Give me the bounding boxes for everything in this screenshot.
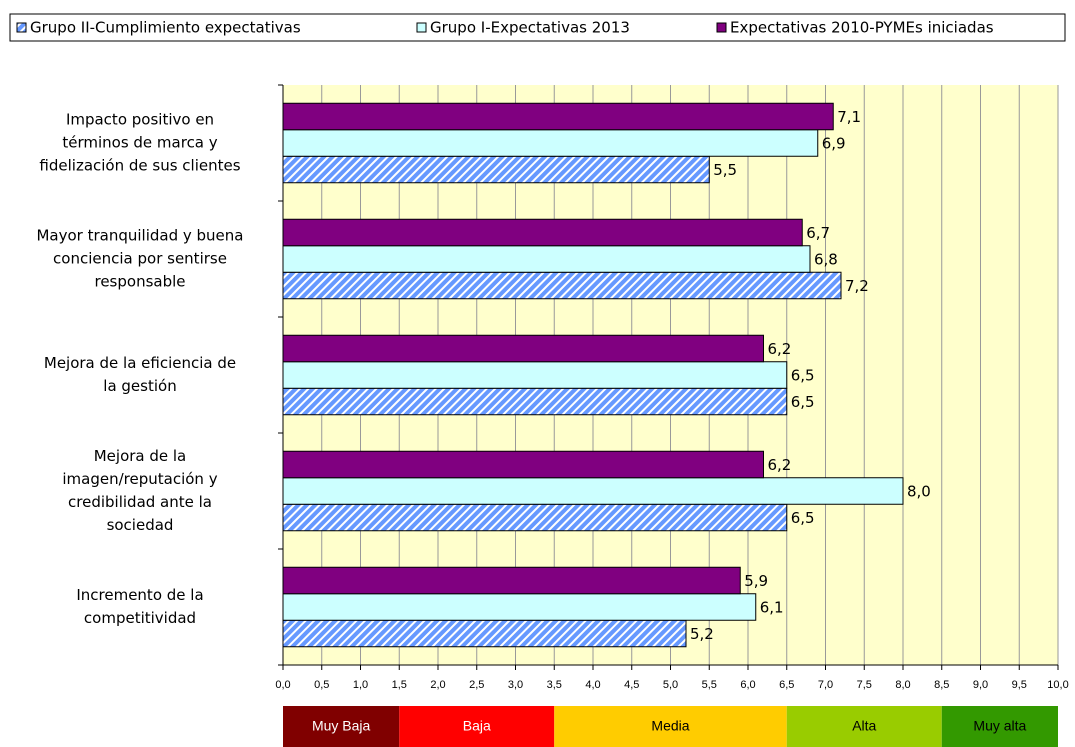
scale-band-label: Media	[651, 718, 689, 734]
x-tick-label: 9,0	[973, 679, 988, 691]
x-tick-label: 0,0	[275, 679, 290, 691]
scale-band	[786, 706, 942, 747]
category-label: Mejora de la eficiencia de	[44, 354, 236, 372]
scale-band-label: Baja	[463, 718, 491, 734]
category-label: imagen/reputación y	[62, 470, 217, 488]
category-label: términos de marca y	[62, 134, 217, 152]
bar	[282, 503, 788, 532]
x-tick-label: 3,5	[547, 679, 562, 691]
scale-band	[283, 706, 400, 747]
value-label: 6,8	[814, 251, 838, 269]
category-label: Mejora de la	[94, 447, 187, 465]
x-tick-label: 1,5	[392, 679, 407, 691]
x-tick-label: 6,0	[740, 679, 755, 691]
category-label: credibilidad ante la	[68, 493, 212, 511]
category-label: responsable	[94, 273, 185, 291]
scale-band-label: Muy Baja	[312, 718, 371, 734]
legend-swatch	[16, 22, 27, 33]
x-tick-label: 7,0	[818, 679, 833, 691]
value-label: 6,9	[822, 135, 846, 153]
value-label: 6,5	[791, 509, 815, 527]
value-label: 6,7	[806, 224, 830, 242]
value-label: 5,9	[744, 572, 768, 590]
category-label: Incremento de la	[76, 586, 203, 604]
legend-box	[9, 13, 1066, 42]
scale-band-label: Alta	[852, 718, 876, 734]
bar	[282, 129, 819, 157]
x-tick-label: 6,5	[779, 679, 794, 691]
bar	[282, 245, 811, 273]
value-label: 6,5	[791, 367, 815, 385]
bar	[282, 477, 904, 505]
scale-band	[554, 706, 787, 747]
legend-swatch	[416, 22, 427, 33]
bar	[282, 218, 803, 247]
category-label: la gestión	[103, 377, 176, 395]
bar	[282, 102, 834, 131]
value-label: 8,0	[907, 483, 931, 501]
category-label: conciencia por sentirse	[53, 250, 227, 268]
value-label: 5,2	[690, 625, 714, 643]
x-tick-label: 3,0	[508, 679, 523, 691]
category-label: Impacto positivo en	[66, 111, 214, 129]
value-label: 5,5	[713, 161, 737, 179]
value-label: 6,2	[768, 456, 792, 474]
value-label: 6,5	[791, 393, 815, 411]
legend-label: Expectativas 2010-PYMEs iniciadas	[730, 19, 994, 37]
legend-label: Grupo II-Cumplimiento expectativas	[30, 19, 301, 37]
legend-label: Grupo I-Expectativas 2013	[430, 19, 630, 37]
x-tick-label: 5,5	[702, 679, 717, 691]
legend-swatch	[716, 22, 727, 33]
x-tick-label: 4,5	[624, 679, 639, 691]
bar	[282, 361, 788, 389]
value-label: 6,1	[760, 599, 784, 617]
category-label: competitividad	[84, 609, 196, 627]
category-label: fidelización de sus clientes	[39, 157, 240, 175]
x-tick-label: 7,5	[857, 679, 872, 691]
x-tick-label: 2,5	[469, 679, 484, 691]
scale-band	[941, 706, 1058, 747]
category-label: sociedad	[107, 516, 174, 534]
x-tick-label: 4,0	[585, 679, 600, 691]
bar	[282, 271, 842, 300]
value-label: 6,2	[768, 340, 792, 358]
x-tick-label: 8,0	[895, 679, 910, 691]
x-tick-label: 0,5	[314, 679, 329, 691]
x-tick-label: 8,5	[934, 679, 949, 691]
x-tick-label: 5,0	[663, 679, 678, 691]
x-tick-label: 10,0	[1047, 679, 1068, 691]
x-tick-label: 1,0	[353, 679, 368, 691]
bar	[282, 387, 788, 416]
bar	[282, 619, 687, 648]
bar	[282, 566, 741, 595]
bar	[282, 155, 710, 184]
x-tick-label: 9,5	[1012, 679, 1027, 691]
category-label: Mayor tranquilidad y buena	[36, 227, 243, 245]
scale-band	[399, 706, 555, 747]
bar	[282, 593, 757, 621]
bar	[282, 450, 764, 479]
scale-band-label: Muy alta	[973, 718, 1026, 734]
x-tick-label: 2,0	[430, 679, 445, 691]
bar	[282, 334, 764, 363]
value-label: 7,2	[845, 277, 869, 295]
value-label: 7,1	[837, 108, 861, 126]
